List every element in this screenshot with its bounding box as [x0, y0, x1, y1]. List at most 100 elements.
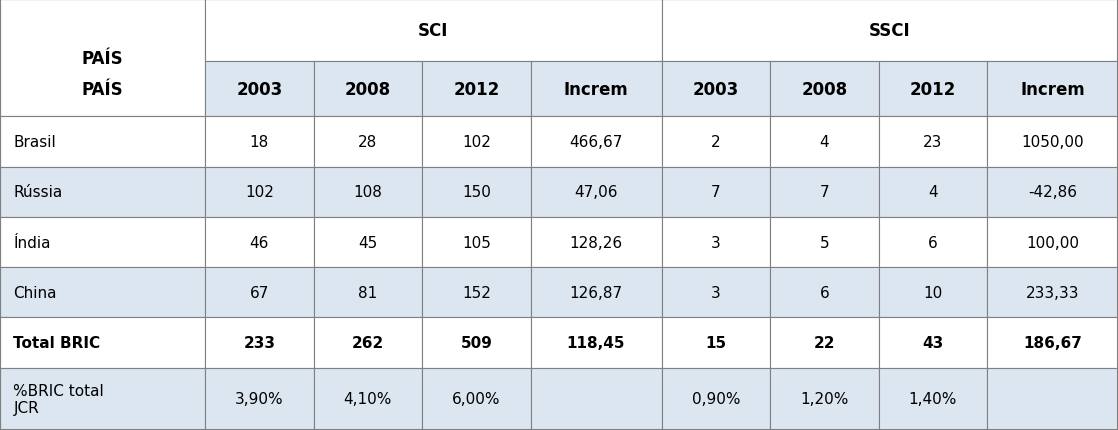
Text: 152: 152 — [462, 285, 491, 300]
Bar — [662, 267, 770, 318]
Text: Total BRIC: Total BRIC — [13, 335, 101, 350]
Bar — [423, 117, 531, 167]
Bar — [662, 0, 1118, 62]
Text: 128,26: 128,26 — [569, 235, 623, 250]
Bar — [205, 368, 313, 430]
Text: 23: 23 — [923, 135, 942, 150]
Text: 43: 43 — [922, 335, 944, 350]
Bar — [0, 267, 205, 318]
Bar — [879, 267, 987, 318]
Text: 150: 150 — [462, 185, 491, 200]
Text: 6,00%: 6,00% — [452, 391, 501, 406]
Text: 2012: 2012 — [453, 80, 500, 98]
Text: SSCI: SSCI — [869, 22, 910, 40]
Bar — [0, 167, 205, 218]
Bar — [423, 62, 531, 117]
Text: 3: 3 — [711, 285, 721, 300]
Text: 233: 233 — [244, 335, 275, 350]
Text: 2003: 2003 — [236, 80, 283, 98]
Text: 105: 105 — [462, 235, 491, 250]
Text: China: China — [13, 285, 57, 300]
Bar — [662, 167, 770, 218]
Bar — [770, 318, 879, 368]
Text: 118,45: 118,45 — [567, 335, 625, 350]
Bar — [313, 368, 423, 430]
Bar — [879, 368, 987, 430]
Bar — [313, 62, 423, 117]
Text: 2003: 2003 — [693, 80, 739, 98]
Bar — [423, 267, 531, 318]
Text: %BRIC total
JCR: %BRIC total JCR — [13, 383, 104, 415]
Bar — [423, 368, 531, 430]
Text: Brasil: Brasil — [13, 135, 56, 150]
Text: 7: 7 — [819, 185, 830, 200]
Text: 18: 18 — [249, 135, 269, 150]
Bar — [879, 167, 987, 218]
Bar — [662, 368, 770, 430]
Text: Increm: Increm — [1020, 80, 1084, 98]
Bar — [205, 117, 313, 167]
Text: 4: 4 — [819, 135, 830, 150]
Bar — [205, 218, 313, 267]
Text: 3,90%: 3,90% — [235, 391, 284, 406]
Text: 6: 6 — [928, 235, 938, 250]
Text: 108: 108 — [353, 185, 382, 200]
Bar — [0, 117, 205, 167]
Bar — [987, 318, 1118, 368]
Text: 102: 102 — [462, 135, 491, 150]
Bar — [770, 62, 879, 117]
Bar — [313, 267, 423, 318]
Text: 1,20%: 1,20% — [800, 391, 849, 406]
Text: PAÍS: PAÍS — [82, 49, 123, 68]
Bar — [205, 0, 662, 62]
Text: 2008: 2008 — [344, 80, 391, 98]
Text: 1,40%: 1,40% — [909, 391, 957, 406]
Text: 47,06: 47,06 — [575, 185, 618, 200]
Bar — [313, 318, 423, 368]
Bar — [987, 62, 1118, 117]
Bar — [987, 267, 1118, 318]
Text: 1050,00: 1050,00 — [1021, 135, 1083, 150]
Text: SCI: SCI — [418, 22, 448, 40]
Text: 15: 15 — [705, 335, 727, 350]
Bar — [879, 218, 987, 267]
Text: 4,10%: 4,10% — [343, 391, 392, 406]
Text: 0,90%: 0,90% — [692, 391, 740, 406]
Bar — [531, 368, 662, 430]
Text: Índia: Índia — [13, 235, 51, 250]
Text: 46: 46 — [249, 235, 269, 250]
Text: -42,86: -42,86 — [1029, 185, 1077, 200]
Text: 5: 5 — [819, 235, 830, 250]
Text: 102: 102 — [245, 185, 274, 200]
Bar — [531, 267, 662, 318]
Bar — [423, 318, 531, 368]
Bar — [662, 218, 770, 267]
Text: 262: 262 — [352, 335, 383, 350]
Bar — [770, 267, 879, 318]
Text: 45: 45 — [358, 235, 378, 250]
Bar — [531, 318, 662, 368]
Text: 10: 10 — [923, 285, 942, 300]
Bar — [205, 167, 313, 218]
Bar — [0, 0, 205, 117]
Text: 186,67: 186,67 — [1023, 335, 1082, 350]
Bar — [662, 117, 770, 167]
Text: PAÍS: PAÍS — [82, 80, 123, 98]
Text: 81: 81 — [358, 285, 378, 300]
Bar — [205, 62, 313, 117]
Bar — [770, 218, 879, 267]
Text: 2: 2 — [711, 135, 721, 150]
Text: 7: 7 — [711, 185, 721, 200]
Bar — [770, 368, 879, 430]
Bar — [662, 62, 770, 117]
Text: Increm: Increm — [563, 80, 628, 98]
Bar — [423, 167, 531, 218]
Bar — [987, 368, 1118, 430]
Text: 28: 28 — [358, 135, 378, 150]
Bar — [0, 368, 205, 430]
Text: 2012: 2012 — [910, 80, 956, 98]
Text: 4: 4 — [928, 185, 938, 200]
Bar — [531, 62, 662, 117]
Bar — [879, 117, 987, 167]
Bar — [662, 318, 770, 368]
